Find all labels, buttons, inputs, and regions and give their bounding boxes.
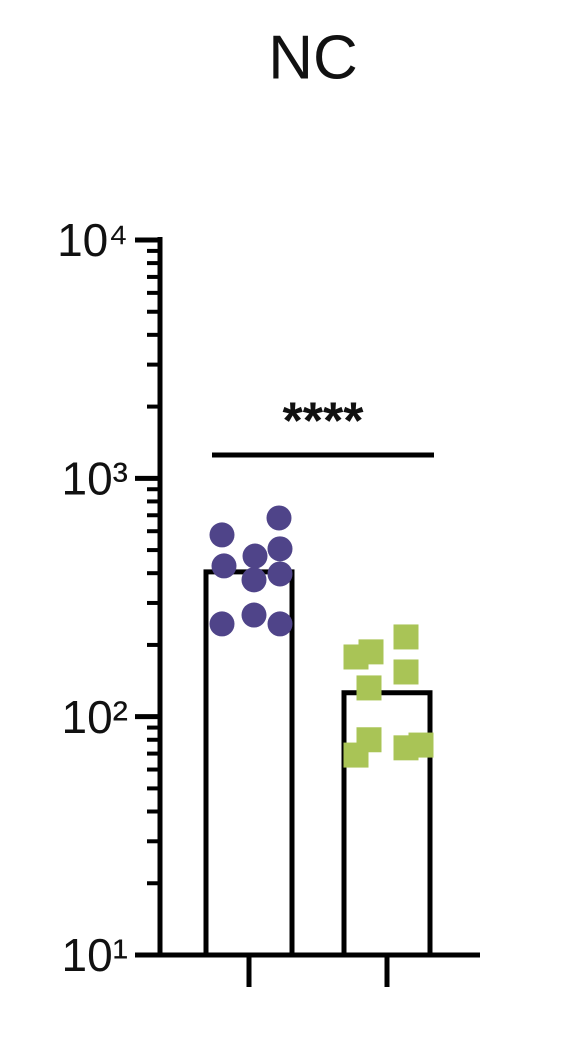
data-point bbox=[267, 611, 293, 637]
data-point bbox=[267, 561, 293, 587]
y-tick-label: 10² bbox=[62, 691, 128, 743]
y-tick-label: 10³ bbox=[62, 452, 128, 504]
data-point bbox=[211, 553, 237, 579]
data-point bbox=[356, 675, 382, 701]
y-tick-label: 10⁴ bbox=[57, 214, 128, 266]
data-point bbox=[242, 543, 268, 569]
data-point bbox=[408, 732, 434, 758]
data-point bbox=[358, 639, 384, 665]
data-point bbox=[209, 611, 235, 637]
data-point bbox=[241, 567, 267, 593]
data-point bbox=[393, 659, 419, 685]
y-tick-label: 10¹ bbox=[62, 929, 128, 981]
data-point bbox=[343, 742, 369, 768]
chart-title: NC bbox=[268, 23, 358, 92]
data-point bbox=[209, 522, 235, 548]
data-point bbox=[266, 505, 292, 531]
significance-label: **** bbox=[283, 393, 365, 451]
data-point bbox=[393, 624, 419, 650]
data-point bbox=[267, 536, 293, 562]
data-point bbox=[241, 602, 267, 628]
